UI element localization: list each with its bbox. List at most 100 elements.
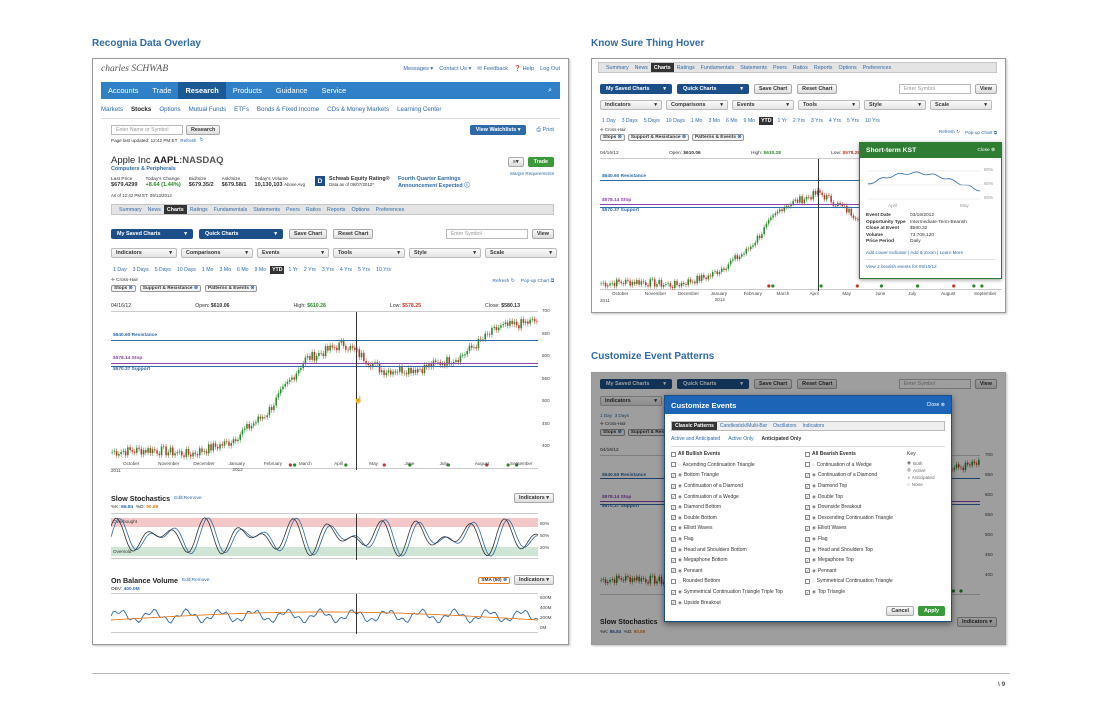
rating-badge[interactable]: D [315, 176, 325, 186]
nav-accounts[interactable]: Accounts [108, 86, 139, 95]
event-marker[interactable] [771, 284, 775, 288]
kst-tab-summary[interactable]: Summary [606, 64, 629, 71]
industry-link[interactable]: Computers & Peripherals [111, 166, 176, 172]
chart-refresh-link[interactable]: Refresh ↻ [492, 278, 515, 284]
event-marker[interactable] [506, 463, 510, 467]
view-watchlists-button[interactable]: View Watchlists ▾ [469, 125, 527, 135]
event-marker[interactable] [959, 589, 963, 593]
kst-period-1-day[interactable]: 1 Day [602, 118, 616, 124]
kst-period-10-days[interactable]: 10 Days [665, 118, 685, 124]
kst-tab-statements[interactable]: Statements [740, 64, 768, 71]
subnav-cds[interactable]: CDs & Money Markets [327, 105, 390, 113]
kst-popup-links[interactable]: Add Lower Indicator | Add & Zoom | Learn… [866, 250, 964, 255]
tab-peers[interactable]: Peers [286, 206, 300, 213]
event-marker[interactable] [855, 284, 859, 288]
subnav-stocks[interactable]: Stocks [131, 105, 152, 113]
nav-guidance[interactable]: Guidance [275, 86, 308, 95]
style-select[interactable]: Style ▾ [409, 248, 481, 258]
period-3-mo[interactable]: 3 Mo [219, 267, 231, 273]
event-marker[interactable] [819, 284, 823, 288]
ce-symbol-input[interactable]: Enter Symbol [898, 379, 971, 389]
filter-active-only[interactable]: Active Only [728, 436, 754, 442]
tab-reports[interactable]: Reports [326, 206, 346, 213]
event-marker[interactable] [515, 463, 519, 467]
kst-period-10-yrs[interactable]: 10 Yrs [864, 118, 880, 124]
bearish-item[interactable]: ✓ ◉ Head and Shoulders Top [805, 546, 873, 553]
kst-period-1-yr[interactable]: 1 Yr [777, 118, 787, 124]
bearish-item[interactable]: ✓ ◉ Diamond Top [805, 483, 848, 490]
bearish-item[interactable]: ✓ ◉ Double Top [805, 493, 844, 500]
period-2-yrs[interactable]: 2 Yrs [303, 267, 316, 273]
kst-tab-options[interactable]: Options [838, 64, 857, 71]
subnav-etfs[interactable]: ETFs [234, 105, 249, 113]
kst-more-events-link[interactable]: View 2 bearish events for 09/10/12 [866, 264, 937, 269]
bullish-item[interactable]: ✓ ◉ Flag [671, 536, 694, 543]
nav-products[interactable]: Products [232, 86, 262, 95]
nav-trade[interactable]: Trade [152, 86, 172, 95]
kst-tab-peers[interactable]: Peers [773, 64, 787, 71]
ce-quick-charts[interactable]: Quick Charts ▾ [677, 379, 749, 389]
bullish-item[interactable]: ✓ ◉ Upside Breakout [671, 599, 721, 606]
kst-comparisons-select[interactable]: Comparisons ▾ [666, 100, 728, 110]
period-5-days[interactable]: 5 Days [154, 267, 171, 273]
kst-period-3-days[interactable]: 3 Days [621, 118, 638, 124]
support-resistance-chip[interactable]: Support & Resistance ⊗ [139, 285, 201, 292]
ce-stops-chip[interactable]: Stops ⊗ [600, 429, 625, 436]
tab-options[interactable]: Options [351, 206, 370, 213]
research-search-input[interactable]: Enter Name or Symbol [111, 125, 183, 135]
indicators-select[interactable]: Indicators ▾ [111, 248, 177, 258]
bullish-item[interactable]: ✓ ◉ Pennant [671, 567, 703, 574]
all-bearish-checkbox[interactable]: All Bearish Events [805, 449, 893, 460]
stops-chip[interactable]: Stops ⊗ [111, 285, 136, 292]
event-marker[interactable] [980, 284, 984, 288]
period-10-days[interactable]: 10 Days [176, 267, 196, 273]
earnings-link[interactable]: Fourth Quarter Earnings Announcement Exp… [398, 176, 470, 189]
tab-statements[interactable]: Statements [253, 206, 281, 213]
view-button[interactable]: View [531, 229, 554, 239]
kst-symbol-input[interactable]: Enter Symbol [898, 84, 971, 94]
period-ytd[interactable]: YTD [270, 266, 285, 274]
refresh-icon[interactable]: ↻ [199, 137, 204, 143]
period-6-mo[interactable]: 6 Mo [237, 267, 249, 273]
menu-list-icon[interactable]: ≡▾ [507, 157, 524, 167]
contact-us-link[interactable]: Contact Us ▾ [439, 66, 472, 72]
ce-tab-oscillators[interactable]: Oscillators [773, 423, 797, 429]
bullish-item[interactable]: ○ Ascending Continuation Triangle [671, 460, 783, 471]
save-chart-button[interactable]: Save Chart [289, 229, 328, 239]
tab-news[interactable]: News [147, 206, 161, 213]
ce-tab-candlestick[interactable]: Candlestick/Multi-Bar [719, 423, 768, 429]
ce-indicators-select[interactable]: Indicators ▾ [600, 396, 662, 406]
stochastics-indicators-button[interactable]: Indicators ▾ [514, 493, 554, 503]
events-select[interactable]: Events ▾ [257, 248, 329, 258]
period-1-day[interactable]: 1 Day [113, 267, 127, 273]
bearish-item[interactable]: ○ Symmetrical Continuation Triangle [805, 576, 893, 587]
bearish-item[interactable]: ✓ ◉ Continuation of a Diamond [805, 472, 878, 479]
kst-period-9-mo[interactable]: 9 Mo [743, 118, 756, 124]
kst-stops-chip[interactable]: Stops ⊗ [600, 134, 625, 141]
kst-tab-news[interactable]: News [634, 64, 648, 71]
bearish-item[interactable]: ○ Continuation of a Wedge [805, 460, 893, 471]
bullish-item[interactable]: ✓ ◉ Symmetrical Continuation Triangle Trip… [671, 589, 783, 596]
bullish-item[interactable]: ✓ ◉ Elliott Waves [671, 525, 713, 532]
all-bullish-checkbox[interactable]: All Bullish Events [671, 449, 783, 460]
ce-stoch-indicators[interactable]: Indicators ▾ [957, 617, 997, 627]
kst-style-select[interactable]: Style ▾ [864, 100, 926, 110]
bearish-item[interactable]: ✓ ◉ Descending Continuation Triangle [805, 514, 893, 521]
event-marker[interactable] [446, 463, 450, 467]
kst-period-3-yrs[interactable]: 3 Yrs [810, 118, 823, 124]
event-marker[interactable] [485, 463, 489, 467]
comparisons-select[interactable]: Comparisons ▾ [181, 248, 253, 258]
margin-requirements-link[interactable]: Margin Requirements [510, 171, 554, 176]
symbol-input[interactable]: Enter Symbol [445, 229, 528, 239]
bearish-item[interactable]: ✓ ◉ Pennant [805, 567, 837, 574]
period-3-days[interactable]: 3 Days [132, 267, 149, 273]
event-marker[interactable] [382, 463, 386, 467]
bearish-item[interactable]: ✓ ◉ Downside Breakout [805, 504, 862, 511]
kst-period-5-days[interactable]: 5 Days [643, 118, 660, 124]
period-1-yr[interactable]: 1 Yr [288, 267, 298, 273]
kst-tab-preferences[interactable]: Preferences [862, 64, 892, 71]
subnav-mutual-funds[interactable]: Mutual Funds [188, 105, 227, 113]
kst-view-button[interactable]: View [974, 84, 997, 94]
feedback-link[interactable]: ✉ Feedback [477, 66, 509, 72]
kst-period-4-yrs[interactable]: 4 Yrs [828, 118, 841, 124]
